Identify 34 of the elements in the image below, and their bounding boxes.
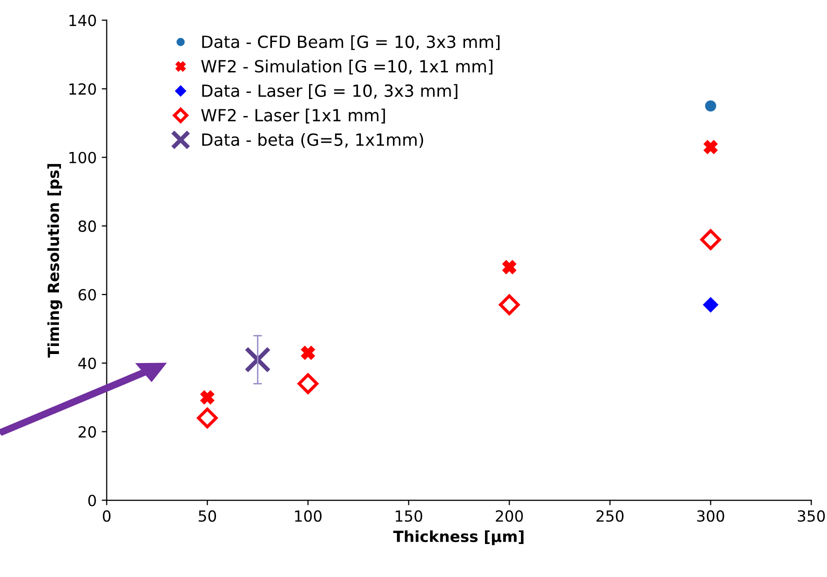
legend-label: Data - CFD Beam [G = 10, 3x3 mm] — [202, 35, 500, 50]
x-tick-label: 100 — [295, 510, 322, 522]
y-tick-label: 20 — [78, 426, 96, 438]
point — [200, 390, 214, 404]
y-axis-title: Timing Resolution [ps] — [47, 164, 62, 358]
x-tick-label: 350 — [798, 510, 825, 522]
x-tick-label: 150 — [396, 510, 422, 522]
legend-label: Data - Laser [G = 10, 3x3 mm] — [202, 84, 458, 99]
x-axis-title: Thickness [µm] — [393, 530, 524, 546]
y-tick-label: 40 — [78, 358, 96, 370]
x-tick-label: 300 — [697, 510, 724, 522]
point — [244, 346, 271, 373]
point — [498, 294, 520, 316]
x-tick-label: 200 — [496, 510, 523, 522]
legend-label: WF2 - Simulation [G =10, 1x1 mm] — [201, 60, 492, 75]
point — [700, 229, 721, 250]
x-tick-label: 250 — [596, 510, 624, 522]
x-tick-label: 0 — [102, 510, 111, 522]
legend-label: Data - beta (G=5, 1x1mm) — [202, 133, 424, 148]
x-tick-label: 50 — [198, 510, 216, 522]
y-tick-label: 0 — [88, 494, 96, 506]
point — [703, 297, 718, 312]
point — [704, 140, 718, 154]
y-tick-label: 80 — [78, 220, 96, 232]
y-tick-label: 60 — [78, 288, 96, 301]
y-tick-label: 120 — [69, 83, 96, 95]
point — [298, 373, 318, 394]
point — [502, 260, 516, 274]
legend-label: WF2 - Laser [1x1 mm] — [201, 108, 385, 124]
y-tick-label: 140 — [69, 14, 96, 26]
point — [301, 346, 315, 360]
point — [196, 408, 218, 428]
point — [705, 100, 716, 112]
y-tick-label: 100 — [69, 152, 96, 164]
